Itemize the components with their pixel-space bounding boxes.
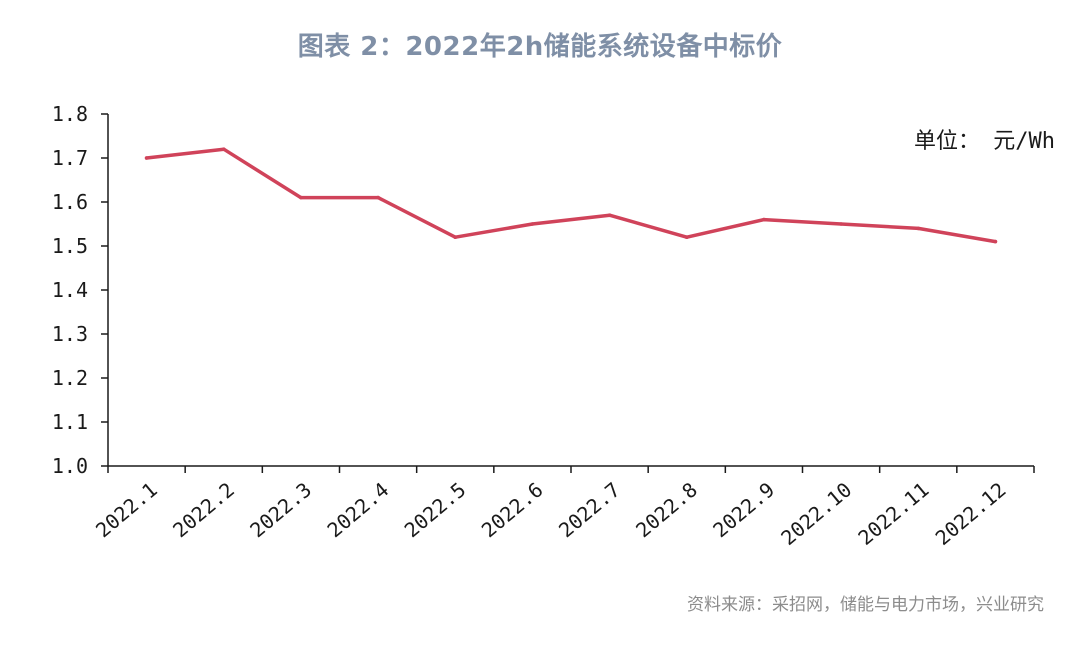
y-tick-label: 1.8	[52, 102, 88, 126]
y-tick-label: 1.4	[52, 278, 88, 302]
unit-label: 单位： 元/Wh	[914, 129, 1055, 154]
x-tick-label: 2022.8	[631, 477, 702, 542]
y-tick-label: 1.2	[52, 366, 88, 390]
data-point	[299, 195, 303, 200]
y-tick-label: 1.3	[52, 322, 88, 346]
y-axis: 1.0 1.1 1.2 1.3 1.4 1.5 1.6 1.7 1.8	[52, 102, 109, 478]
data-point	[993, 239, 998, 244]
y-tick-label: 1.7	[52, 146, 88, 170]
data-point	[762, 217, 766, 222]
data-point	[839, 222, 843, 226]
x-tick-label: 2022.7	[554, 477, 625, 542]
y-tick-label: 1.1	[52, 410, 88, 434]
data-point	[221, 147, 226, 151]
x-axis: 2022.1 2022.2 2022.3 2022.4 2022.5 2022.6 2022…	[91, 465, 1035, 550]
x-tick-label: 2022.2	[168, 477, 239, 542]
series-line	[144, 147, 998, 244]
x-tick-label: 2022.4	[323, 477, 394, 542]
x-tick-label: 2022.12	[931, 477, 1011, 550]
source-note: 资料来源：采招网，储能与电力市场，兴业研究	[687, 595, 1044, 615]
y-tick-label: 1.5	[52, 234, 88, 258]
x-tick-label: 2022.9	[708, 477, 779, 542]
x-tick-label: 2022.3	[245, 477, 316, 542]
series-line-group	[144, 147, 998, 244]
x-tick-label: 2022.5	[400, 477, 471, 542]
x-tick-label: 2022.11	[853, 477, 933, 550]
x-tick-label: 2022.6	[477, 477, 548, 542]
y-tick-label: 1.6	[52, 190, 88, 214]
data-point	[530, 222, 535, 226]
data-point	[684, 235, 689, 239]
data-point	[144, 156, 149, 160]
data-point	[916, 226, 921, 231]
data-point	[376, 195, 380, 200]
data-point	[607, 213, 612, 217]
x-tick-label: 2022.10	[776, 477, 856, 550]
y-tick-label: 1.0	[52, 454, 88, 478]
chart-title: 图表 2：2022年2h储能系统设备中标价	[297, 32, 783, 62]
data-point	[453, 235, 458, 239]
x-tick-label: 2022.1	[91, 477, 162, 542]
